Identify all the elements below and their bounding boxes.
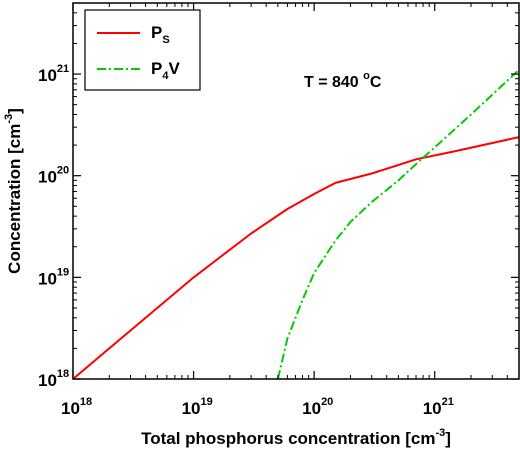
- x-tick-label: 1019: [182, 396, 213, 418]
- legend-label-ps: PS: [151, 23, 170, 46]
- y-tick-label: 1019: [38, 266, 69, 288]
- series-layer: [72, 69, 520, 380]
- legend: PS P4V: [84, 9, 201, 91]
- plot-frame: [72, 2, 520, 380]
- y-tick-label: 1021: [38, 63, 69, 85]
- series-line-1: [276, 69, 520, 380]
- legend-label-p4v: P4V: [151, 59, 180, 82]
- y-axis-title: Concentration [cm-3]: [3, 108, 24, 274]
- x-axis-title: Total phosphorus concentration [cm-3]: [141, 427, 451, 448]
- tick-layer: 1018 1019 1020 1021 1018 1019 1020 1021: [38, 3, 519, 418]
- y-tick-label: 1020: [38, 165, 69, 187]
- x-tick-label: 1020: [302, 396, 333, 418]
- y-tick-label: 1018: [38, 368, 69, 390]
- temperature-annotation: T = 840 oC: [304, 70, 382, 91]
- legend-box: [84, 9, 201, 91]
- series-line-0: [72, 136, 520, 380]
- x-tick-label: 1021: [423, 396, 454, 418]
- x-tick-label: 1018: [61, 396, 92, 418]
